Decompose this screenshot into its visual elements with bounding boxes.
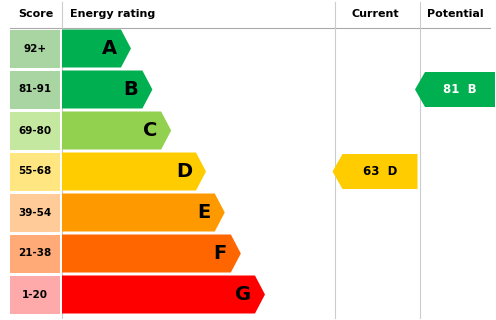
Text: 1-20: 1-20	[22, 290, 48, 300]
Text: Current: Current	[351, 9, 399, 19]
Text: 55-68: 55-68	[18, 166, 52, 177]
Text: 92+: 92+	[23, 44, 47, 53]
Text: G: G	[235, 285, 251, 304]
Polygon shape	[62, 70, 152, 108]
Text: 39-54: 39-54	[18, 207, 52, 218]
Bar	[10, 70, 60, 108]
Text: Energy rating: Energy rating	[70, 9, 155, 19]
Polygon shape	[62, 29, 131, 68]
Text: D: D	[176, 162, 192, 181]
Text: A: A	[102, 39, 117, 58]
Text: 69-80: 69-80	[18, 125, 52, 135]
Bar	[10, 111, 60, 149]
Polygon shape	[62, 194, 225, 231]
Text: E: E	[197, 203, 211, 222]
Polygon shape	[332, 154, 418, 189]
Bar	[10, 276, 60, 314]
Text: B: B	[124, 80, 138, 99]
Bar	[10, 29, 60, 68]
Text: C: C	[143, 121, 157, 140]
Polygon shape	[62, 235, 241, 273]
Text: 21-38: 21-38	[18, 249, 52, 259]
Polygon shape	[62, 276, 265, 314]
Polygon shape	[415, 72, 495, 107]
Polygon shape	[62, 111, 171, 149]
Text: 63  D: 63 D	[363, 165, 397, 178]
Text: Score: Score	[18, 9, 54, 19]
Text: 81  B: 81 B	[443, 83, 477, 96]
Polygon shape	[62, 153, 206, 190]
Bar	[10, 235, 60, 273]
Bar	[10, 153, 60, 190]
Text: Potential: Potential	[427, 9, 483, 19]
Text: 81-91: 81-91	[18, 84, 52, 94]
Text: F: F	[214, 244, 227, 263]
Bar	[10, 194, 60, 231]
